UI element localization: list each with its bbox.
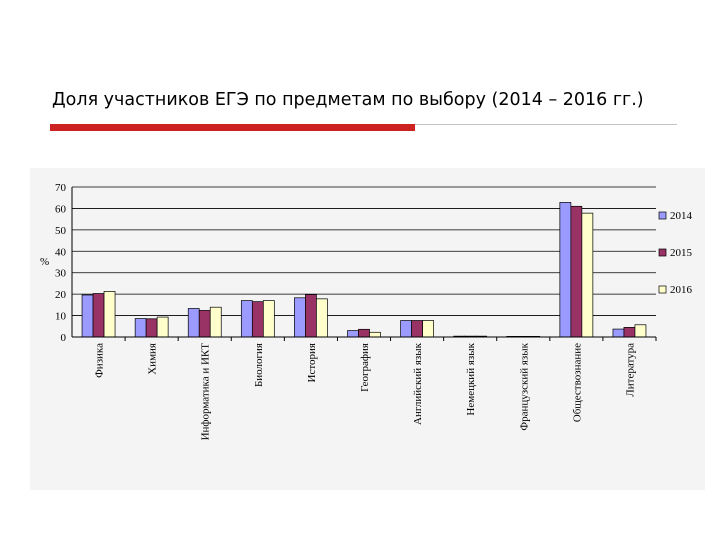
- bar-2015-4: [251, 301, 264, 338]
- bar-2014-3: [187, 308, 200, 338]
- bar-2014-7: [400, 320, 412, 338]
- bar-2016-7: [422, 320, 434, 338]
- bar-2015-7: [411, 320, 423, 338]
- bar-2014-10: [559, 202, 572, 338]
- bar-2014-5: [294, 297, 306, 338]
- bar-2016-3: [209, 306, 222, 338]
- bar-2015-11: [623, 327, 636, 338]
- bar-2016-1: [103, 291, 116, 338]
- y-axis-label: %: [40, 256, 49, 268]
- x-tick-label: Немецкий язык: [465, 342, 477, 415]
- x-tick-label: География: [359, 343, 371, 392]
- bars: [81, 202, 647, 338]
- x-tick-label: Английский язык: [412, 342, 424, 425]
- bar-2015-2: [145, 318, 158, 338]
- bar-2015-10: [570, 205, 583, 338]
- x-tick-label: Французский язык: [518, 342, 530, 430]
- y-tick-label: 50: [55, 225, 67, 237]
- bar-2014-4: [240, 300, 253, 338]
- bar-2015-5: [305, 294, 317, 338]
- bar-2014-1: [81, 294, 94, 338]
- bar-2016-10: [581, 212, 594, 338]
- x-tick-label: Обществознание: [571, 343, 583, 422]
- x-tick-label: Литература: [624, 343, 636, 397]
- bar-2014-11: [612, 328, 625, 338]
- slide-title: Доля участников ЕГЭ по предметам по выбо…: [52, 90, 644, 110]
- y-tick-label: 0: [61, 332, 67, 344]
- y-tick-label: 10: [55, 311, 67, 323]
- chart-panel: 0 10 20 30 40 50 60 70 Физика Химия Информатика и…: [30, 168, 705, 490]
- x-tick-label: Химия: [147, 343, 159, 375]
- bar-2016-2: [156, 316, 169, 338]
- legend-label-2015: 2015: [670, 247, 693, 259]
- y-tick-labels: 0 10 20 30 40 50 60 70: [55, 182, 67, 344]
- bar-2015-3: [198, 310, 211, 338]
- x-tick-label: Информатика и ИКТ: [200, 343, 212, 441]
- y-tick-label: 20: [55, 289, 67, 301]
- grid-lines: [72, 186, 656, 316]
- x-tick-label: Физика: [94, 343, 106, 378]
- bar-2014-6: [347, 330, 359, 338]
- legend: 2014 2015 2016: [658, 210, 693, 296]
- x-tick-label: История: [306, 343, 318, 382]
- x-tick-labels: Физика Химия Информатика и ИКТ Биология Исто…: [94, 342, 637, 440]
- axes: [71, 187, 657, 341]
- x-tick-label: Биология: [253, 343, 265, 387]
- title-accent-bar: [50, 124, 415, 131]
- bar-2016-5: [316, 298, 328, 338]
- bar-2016-6: [369, 331, 381, 338]
- y-tick-label: 30: [55, 268, 67, 280]
- legend-swatch-2016: [658, 285, 667, 294]
- legend-swatch-2015: [658, 248, 667, 257]
- bar-chart: 0 10 20 30 40 50 60 70 Физика Химия Информатика и…: [40, 182, 693, 440]
- legend-swatch-2014: [658, 211, 667, 220]
- bar-2016-4: [262, 300, 275, 338]
- bar-2016-11: [634, 324, 647, 338]
- y-tick-label: 60: [55, 203, 67, 215]
- bar-2015-6: [358, 328, 370, 338]
- legend-label-2016: 2016: [670, 284, 693, 296]
- bar-2015-1: [92, 293, 105, 338]
- bar-2014-2: [134, 318, 147, 338]
- y-tick-label: 40: [55, 246, 67, 258]
- legend-label-2014: 2014: [670, 210, 693, 222]
- y-tick-label: 70: [55, 182, 67, 194]
